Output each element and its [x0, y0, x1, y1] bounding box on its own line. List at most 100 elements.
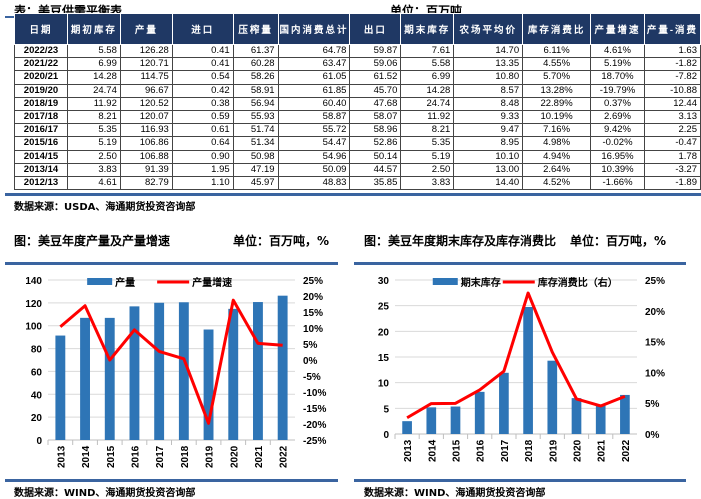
table-cell: 47.19 — [232, 162, 279, 177]
bar — [154, 302, 165, 440]
table-cell: 24.74 — [400, 96, 455, 111]
table-cell: 4.52% — [522, 175, 592, 191]
table-row: 2013/14 3.83 91.39 1.95 47.19 50.09 44.57 2.50 1… — [14, 162, 701, 177]
chart2-source: 数据来源：WIND、海通期货投资咨询部 — [364, 488, 546, 499]
table-cell: -10.88 — [643, 83, 701, 98]
y-tick-left: 120 — [25, 299, 42, 310]
y-tick-right: 20% — [303, 292, 323, 303]
table-cell: 0.41 — [171, 43, 234, 59]
table-cell: 47.68 — [349, 96, 402, 111]
table-cell: 2.50 — [66, 149, 121, 164]
table-cell: 13.28% — [522, 83, 592, 98]
column-header: 出口 — [349, 13, 402, 45]
y-tick-right: 25% — [645, 276, 665, 287]
table-cell: 0.54 — [171, 70, 234, 85]
legend-line-label: 库存消费比（右） — [538, 276, 618, 289]
table-cell: 91.39 — [119, 162, 173, 177]
y-tick-right: 10% — [303, 324, 323, 335]
y-tick-left: 100 — [25, 322, 42, 333]
table-cell: -19.79% — [590, 83, 645, 98]
bar — [253, 302, 263, 440]
y-tick-left: 10 — [378, 379, 390, 390]
y-tick-right: -10% — [303, 388, 326, 399]
bar — [104, 317, 115, 440]
y-tick-left: 0 — [383, 430, 389, 441]
table-cell: 0.61 — [171, 123, 234, 138]
table-cell: 10.10 — [453, 149, 524, 164]
chart1-title: 图：美豆年度产量及产量增速 单位：百万吨，% — [14, 234, 329, 248]
table-cell: 10.19% — [522, 109, 592, 125]
x-tick: 2021 — [254, 445, 265, 468]
y-tick-left: 15 — [378, 353, 390, 364]
table-cell: 4.61 — [66, 175, 121, 191]
bar — [474, 391, 485, 434]
table-cell: -1.89 — [643, 175, 701, 191]
table-cell: 14.70 — [453, 43, 524, 59]
y-tick-right: 20% — [645, 307, 665, 318]
table-cell: 8.48 — [453, 96, 524, 111]
table-cell: 8.21 — [400, 123, 455, 138]
table-cell: 120.52 — [119, 96, 173, 111]
table-cell: 4.61% — [590, 43, 645, 59]
chart2-title: 图：美豆年度期末库存及库存消费比 单位：百万吨，% — [364, 234, 667, 248]
table-cell: 11.92 — [66, 96, 121, 111]
y-tick-left: 20 — [378, 327, 390, 338]
table-cell: 54.47 — [277, 136, 351, 151]
table-cell: 8.57 — [453, 83, 524, 98]
table-cell: 2013/14 — [14, 162, 68, 177]
table-cell: 3.83 — [66, 162, 121, 177]
table-cell: 114.75 — [119, 70, 173, 85]
y-tick-right: 5% — [303, 340, 318, 351]
y-tick-left: 20 — [31, 413, 43, 424]
table-cell: 0.42 — [171, 83, 234, 98]
y-tick-right: 15% — [645, 338, 665, 349]
table-cell: 82.79 — [119, 175, 173, 191]
y-tick-left: 40 — [31, 390, 43, 401]
table-cell: 2016/17 — [14, 123, 68, 138]
table-row: 2015/16 5.19 106.86 0.64 51.34 54.47 52.86 5.35… — [14, 136, 701, 151]
x-tick: 2017 — [155, 445, 166, 468]
table-cell: 2014/15 — [14, 149, 68, 164]
table-cell: 54.96 — [277, 149, 351, 164]
table-cell: 12.44 — [643, 96, 701, 111]
table-cell: 120.71 — [119, 57, 173, 72]
table-cell: 58.87 — [277, 109, 351, 125]
bar — [129, 306, 140, 440]
x-tick: 2022 — [279, 445, 290, 468]
table-cell: 2.25 — [643, 123, 701, 138]
x-tick: 2020 — [229, 445, 240, 468]
column-header: 国内消费总计 — [277, 13, 351, 45]
table-cell: 64.78 — [277, 43, 351, 59]
y-tick-left: 5 — [383, 404, 389, 415]
table-cell: 8.95 — [453, 136, 524, 151]
table-cell: 2022/23 — [14, 43, 68, 59]
table-cell: 16.95% — [590, 149, 645, 164]
table-cell: 18.70% — [590, 70, 645, 85]
table-cell: 22.89% — [522, 96, 592, 111]
table-cell: 126.28 — [119, 43, 173, 59]
table-row: 2020/21 14.28 114.75 0.54 58.26 61.05 61.52 6.9… — [14, 70, 701, 85]
table-cell: 4.55% — [522, 57, 592, 72]
bar — [620, 394, 630, 434]
y-tick-right: -20% — [303, 420, 326, 431]
supply-demand-table: 日期 期初库存 产量 进口 压榨量 国内消费总计 出口 期末库存 农场平均价 库存消费比 产量增速产… — [14, 13, 701, 191]
x-tick: 2013 — [403, 439, 414, 462]
x-tick: 2020 — [573, 439, 584, 462]
table-row: 2017/18 8.21 120.07 0.59 55.93 58.87 58.07 11.9… — [14, 109, 701, 125]
x-tick: 2019 — [548, 439, 559, 462]
table-cell: 4.98% — [522, 136, 592, 151]
table-cell: 2019/20 — [14, 83, 68, 98]
table-cell: 6.99 — [66, 57, 121, 72]
table-cell: 5.35 — [400, 136, 455, 151]
table-cell: 55.72 — [277, 123, 351, 138]
table-cell: 13.35 — [453, 57, 524, 72]
table-cell: 0.59 — [171, 109, 234, 125]
x-tick: 2016 — [476, 439, 487, 462]
table-cell: 45.70 — [349, 83, 402, 98]
table-cell: 56.94 — [232, 96, 279, 111]
x-tick: 2015 — [106, 445, 117, 468]
y-tick-right: -15% — [303, 404, 326, 415]
column-header: 产量 — [119, 13, 173, 45]
table-cell: 10.39% — [590, 162, 645, 177]
legend-bar-swatch — [87, 278, 113, 285]
